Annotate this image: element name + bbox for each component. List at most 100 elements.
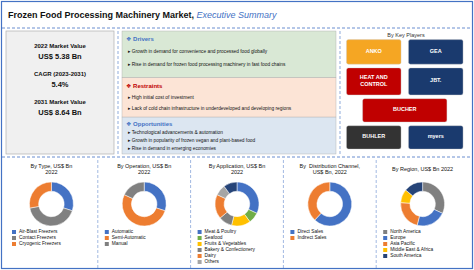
legend-swatch xyxy=(290,230,294,234)
legend-label: Meat & Poultry xyxy=(205,229,237,234)
opportunities-heading: ❖ Opportunities xyxy=(126,121,173,127)
legend-swatch xyxy=(383,236,387,240)
stat-value: US$ 5.38 Bn xyxy=(38,52,82,61)
legend-label: Automatic xyxy=(112,229,134,234)
slice xyxy=(29,182,51,208)
donut xyxy=(29,182,73,226)
stat-value-line: US$ 5.38 Bn xyxy=(38,52,82,61)
key-players-title-line: By Key Players xyxy=(387,32,425,38)
slice xyxy=(124,182,144,199)
chart-title-line: By Application, US$ Bn xyxy=(209,163,266,169)
player-name-line: BUHLER xyxy=(362,134,385,140)
stat-label-line: CAGR (2023-2031) xyxy=(34,71,86,77)
player-box xyxy=(408,126,463,149)
player-box xyxy=(408,40,463,65)
legend-swatch xyxy=(12,236,16,240)
legend-label: Others xyxy=(205,259,220,264)
player-name-line: JBT. xyxy=(430,78,442,84)
title: Frozen Food Processing Machinery Market, xyxy=(8,10,194,20)
player-name-line: CONTROL xyxy=(360,81,388,87)
player-name: GEA xyxy=(430,48,442,54)
chart-title-line: 2022 xyxy=(138,170,150,176)
chart-title: By Type, US$ Bn2022 xyxy=(31,163,73,176)
chart-title-line: By Region, US$ Bn 2022 xyxy=(392,166,453,172)
player-box xyxy=(346,126,401,149)
player-name: JBT. xyxy=(430,78,442,84)
donut-panel: By Operation, US$ Bn2022 AutomaticSemi-Au… xyxy=(105,163,171,246)
chart-title-line: 2022 xyxy=(45,170,57,176)
player-name: BUCHER xyxy=(393,107,417,113)
chart-title-line: 2022 xyxy=(231,170,243,176)
drivers-item-line: ▸ Rise in demand for frozen food process… xyxy=(128,62,286,67)
legend-label: Semi-Automatic xyxy=(112,235,146,240)
legend-swatch xyxy=(105,230,109,234)
restraints-item: ▸ High initial cost of investment xyxy=(128,95,195,100)
legend-label: Cryogenic Freezers xyxy=(19,241,61,246)
separator xyxy=(190,160,191,268)
slice xyxy=(423,182,445,213)
separator xyxy=(340,31,341,154)
legend-label: Europe xyxy=(390,235,406,240)
slice xyxy=(406,182,423,196)
player-name: ANKO xyxy=(366,48,383,54)
legend-swatch xyxy=(383,254,387,258)
donut-panel: By Region, US$ Bn 2022 North AmericaEurop… xyxy=(383,166,453,258)
slice xyxy=(237,182,259,213)
legend-swatch xyxy=(198,242,202,246)
restraints-item-line: ▸ High initial cost of investment xyxy=(128,95,195,100)
chart-title: By Region, US$ Bn 2022 xyxy=(392,166,453,172)
legend-label: Dairy xyxy=(205,253,217,258)
separator xyxy=(283,160,284,268)
legend-swatch xyxy=(383,248,387,252)
legend-swatch xyxy=(105,242,109,246)
donut xyxy=(122,182,166,226)
stat-label: 2022 Market Value xyxy=(34,42,86,48)
slice xyxy=(224,182,237,194)
stat-label: 2031 Market Value xyxy=(34,99,86,105)
stat-value: 5.4% xyxy=(51,80,68,89)
chart-title: By Application, US$ Bn2022 xyxy=(209,163,266,176)
slice xyxy=(30,206,73,226)
donut xyxy=(308,182,352,226)
legend-label: Fruits & Vegetables xyxy=(205,241,247,246)
outer-border xyxy=(2,2,473,269)
legend-swatch xyxy=(198,248,202,252)
drivers-item-line: ▸ Growth in demand for convenience and p… xyxy=(128,49,268,54)
opportunities-item-line: ▸ Growth in popularity of frozen vegan a… xyxy=(128,138,256,143)
separator xyxy=(118,31,119,154)
legend-swatch xyxy=(383,242,387,246)
chart-title: By Operation, US$ Bn2022 xyxy=(117,163,171,176)
opportunities-heading-line: ❖ Opportunities xyxy=(126,121,173,127)
legend-label: Seafood xyxy=(205,235,223,240)
player-name-line: GEA xyxy=(430,48,442,54)
donut-panel: By Application, US$ Bn2022 Meat & Poultry… xyxy=(198,163,266,264)
legend-swatch xyxy=(12,230,16,234)
legend-swatch xyxy=(198,230,202,234)
restraints-item-line: ▸ Lack of cold chain infrastructure in u… xyxy=(128,106,292,111)
slice xyxy=(51,182,73,211)
opportunities-item: ▸ Technological advancements & automatio… xyxy=(128,130,223,135)
chart-title: By Distribution Channel,US$ Bn, 2022 xyxy=(300,163,361,176)
legend-label: South America xyxy=(390,253,422,258)
player-name-line: BUCHER xyxy=(393,107,417,113)
legend-label: North America xyxy=(390,229,421,234)
restraints-item: ▸ Lack of cold chain infrastructure in u… xyxy=(128,106,292,111)
player-name: myers xyxy=(428,134,444,140)
legend-swatch xyxy=(383,230,387,234)
infographic: Frozen Food Processing Machinery Market,… xyxy=(0,0,474,270)
donut xyxy=(401,182,445,226)
stat-label-line: 2022 Market Value xyxy=(34,42,86,48)
donut-panel: By Distribution Channel,US$ Bn, 2022Dire… xyxy=(290,163,360,240)
opportunities-item: ▸ Rise in demand in emerging economies xyxy=(128,146,217,151)
player-name-line: ANKO xyxy=(366,48,383,54)
legend: Meat & PoultrySeafoodFruits & Vegetables… xyxy=(198,229,256,264)
drivers-heading-line: ❖ Drivers xyxy=(126,36,154,42)
legend-label: Indirect Sales xyxy=(297,235,327,240)
slice xyxy=(122,195,165,226)
player-name: BUHLER xyxy=(362,134,385,140)
legend-label: Contact Freezers xyxy=(19,235,56,240)
legend-label: Bakery & Confectionery xyxy=(205,247,256,252)
opportunities-item-line: ▸ Technological advancements & automatio… xyxy=(128,130,223,135)
donut xyxy=(215,182,259,226)
legend: North AmericaEuropeAsia PacificMiddle Ea… xyxy=(383,229,433,258)
